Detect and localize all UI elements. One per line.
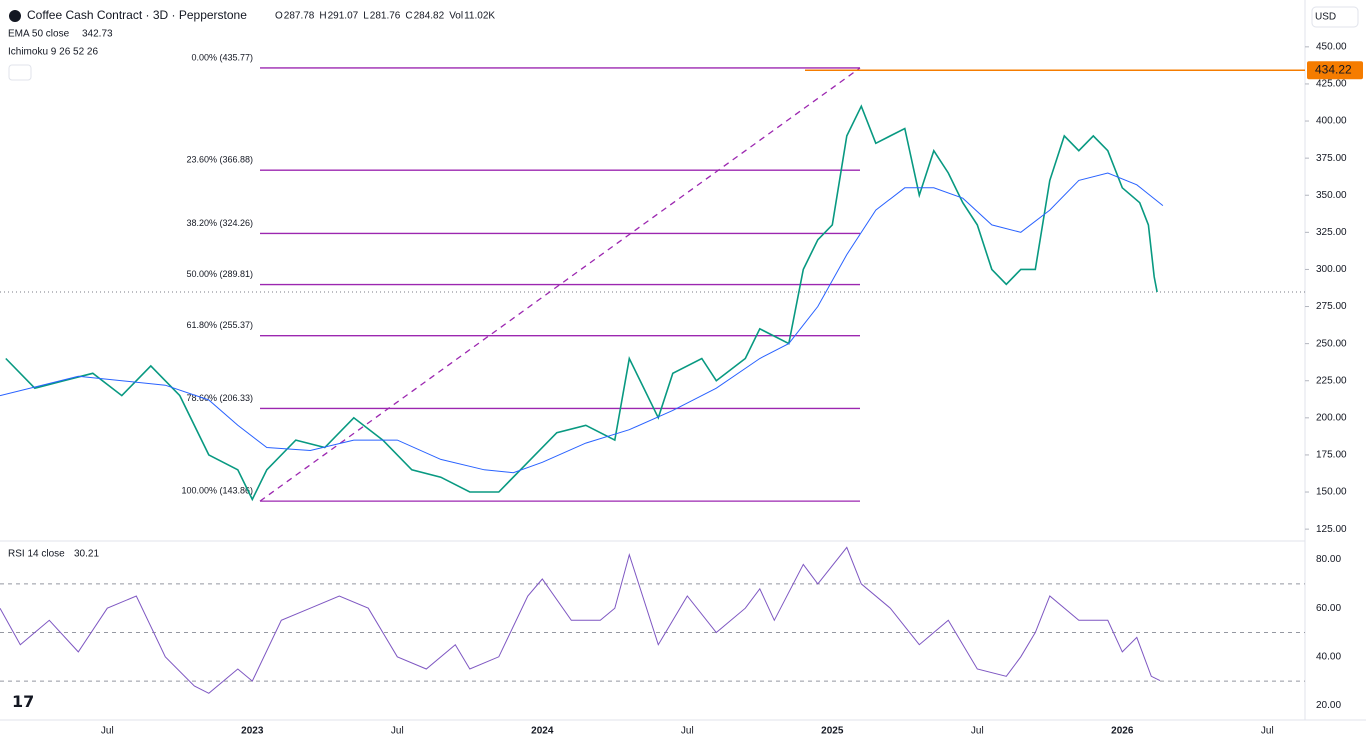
y-tick-label: 325.00 [1316, 227, 1347, 238]
y-tick-label: 425.00 [1316, 79, 1347, 90]
legend-entry: EMA 50 close [8, 29, 70, 40]
price-tag [1307, 61, 1363, 80]
x-tick-label: 2025 [821, 726, 844, 737]
y-tick-label: 275.00 [1316, 301, 1347, 312]
ohlc-label: O [275, 11, 283, 22]
x-tick-label: Jul [391, 726, 404, 737]
symbol-icon [9, 10, 21, 22]
y-tick-label: 60.00 [1316, 603, 1341, 614]
price-tag-label: 434.22 [1315, 62, 1352, 76]
y-tick-label: 300.00 [1316, 264, 1347, 275]
fib-label: 38.20% (324.26) [186, 218, 253, 228]
ohlc-value: 284.82 [414, 11, 445, 22]
y-tick-label: 125.00 [1316, 524, 1347, 535]
x-tick-label: 2024 [531, 726, 554, 737]
fib-label: 50.00% (289.81) [186, 269, 253, 279]
collapse-button[interactable] [8, 64, 32, 81]
series-line [0, 172, 1164, 474]
y-tick-label: 40.00 [1316, 651, 1341, 662]
logo: 𝟭𝟳 [12, 694, 34, 711]
x-tick-label: 2023 [241, 726, 264, 737]
fib-label: 0.00% (435.77) [191, 52, 253, 62]
rsi-value: 30.21 [74, 549, 99, 560]
x-tick-label: 2026 [1111, 726, 1134, 737]
indicator-label: Ichimoku 9 26 52 26 [8, 47, 98, 58]
y-tick-label: 225.00 [1316, 375, 1347, 386]
chart-title: Coffee Cash Contract · 3D · Pepperstone [27, 8, 247, 22]
ohlc-label: Vol [449, 11, 463, 22]
ohlc-label: H [319, 11, 326, 22]
fib-label: 23.60% (366.88) [186, 155, 253, 165]
y-tick-label: 80.00 [1316, 554, 1341, 565]
ohlc-label: C [405, 11, 412, 22]
currency[interactable]: USD [1315, 12, 1336, 23]
y-tick-label: 450.00 [1316, 41, 1347, 52]
y-tick-label: 400.00 [1316, 116, 1347, 127]
y-tick-label: 20.00 [1316, 700, 1341, 711]
y-tick-label: 200.00 [1316, 412, 1347, 423]
ohlc-value: 11.02K [464, 11, 495, 22]
legend-value: 342.73 [82, 29, 113, 40]
fib-label: 100.00% (143.86) [181, 486, 253, 496]
x-tick-label: Jul [971, 726, 984, 737]
series-line [5, 104, 1158, 502]
ohlc-value: 287.78 [284, 11, 315, 22]
ohlc-value: 281.76 [370, 11, 401, 22]
y-tick-label: 350.00 [1316, 190, 1347, 201]
ohlc-label: L [363, 11, 369, 22]
rsi-title: RSI 14 close [8, 549, 65, 560]
x-tick-label: Jul [1261, 726, 1274, 737]
fib-label: 78.60% (206.33) [186, 393, 253, 403]
series-line [0, 546, 1161, 694]
y-tick-label: 150.00 [1316, 487, 1347, 498]
y-tick-label: 175.00 [1316, 450, 1347, 461]
fib-label: 61.80% (255.37) [186, 320, 253, 330]
x-tick-label: Jul [681, 726, 694, 737]
y-tick-label: 250.00 [1316, 338, 1347, 349]
y-tick-label: 375.00 [1316, 153, 1347, 164]
ohlc-value: 291.07 [328, 11, 359, 22]
x-tick-label: Jul [101, 726, 114, 737]
currency-button[interactable] [1311, 6, 1359, 28]
fib-trend [259, 67, 861, 502]
